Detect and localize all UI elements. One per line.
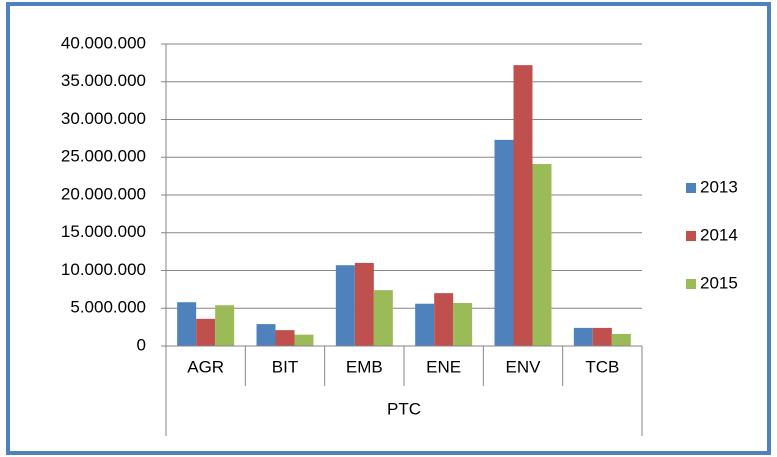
y-tick-label: 15.000.000: [61, 222, 146, 241]
x-tick-label: ENE: [426, 357, 461, 376]
bar: [611, 333, 631, 346]
y-tick-label: 0: [137, 335, 146, 354]
bar: [196, 318, 216, 346]
bar: [373, 290, 393, 346]
bar: [354, 262, 374, 346]
bar: [275, 330, 295, 346]
y-tick-label: 25.000.000: [61, 147, 146, 166]
legend-label: 2015: [700, 273, 738, 292]
legend-swatch: [686, 279, 696, 289]
y-tick-label: 20.000.000: [61, 184, 146, 203]
x-tick-label: AGR: [187, 357, 224, 376]
bar: [453, 302, 473, 346]
bar: [532, 164, 552, 346]
y-tick-label: 35.000.000: [61, 71, 146, 90]
legend-swatch: [686, 183, 696, 193]
bar: [215, 305, 235, 346]
x-group-label: PTC: [387, 399, 421, 418]
bar: [177, 302, 197, 346]
bar: [294, 334, 314, 346]
bar: [573, 327, 593, 346]
x-tick-label: TCB: [585, 357, 619, 376]
y-tick-label: 5.000.000: [70, 298, 146, 317]
legend-label: 2013: [700, 177, 738, 196]
bar: [592, 327, 612, 346]
bar: [256, 324, 276, 346]
x-tick-label: ENV: [506, 357, 542, 376]
bar: [415, 303, 435, 346]
y-tick-label: 30.000.000: [61, 109, 146, 128]
bar: [335, 265, 355, 346]
x-tick-label: EMB: [346, 357, 383, 376]
y-tick-label: 40.000.000: [61, 33, 146, 52]
bar: [513, 65, 533, 346]
bar: [434, 293, 454, 346]
x-tick-label: BIT: [272, 357, 298, 376]
bar: [494, 139, 514, 346]
y-tick-label: 10.000.000: [61, 260, 146, 279]
legend-swatch: [686, 231, 696, 241]
legend-label: 2014: [700, 225, 738, 244]
